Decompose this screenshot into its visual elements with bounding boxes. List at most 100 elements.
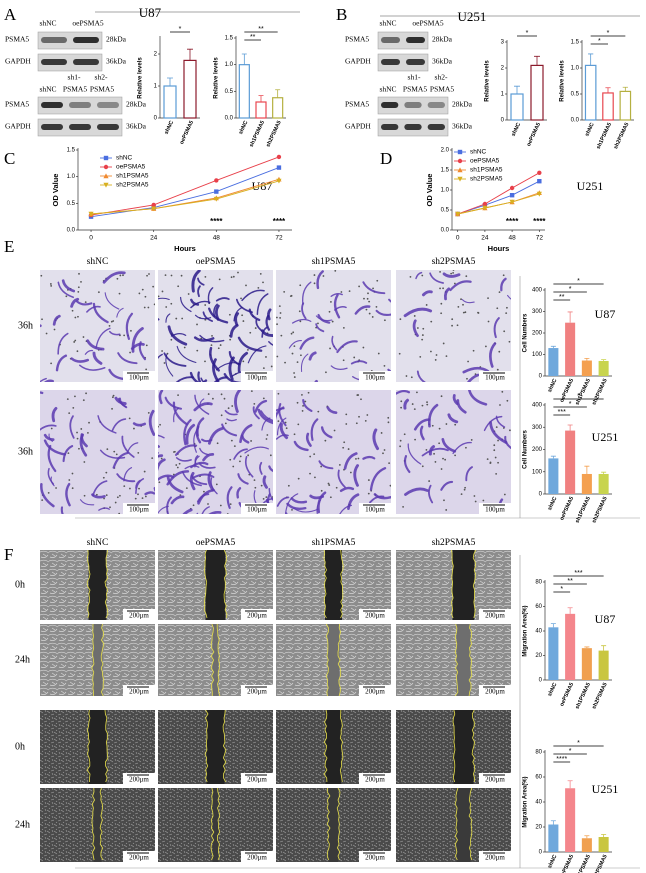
pore: [181, 317, 184, 320]
blot-strip: [37, 96, 123, 115]
wound-edge: [203, 550, 208, 619]
lane-label: sh1-: [68, 73, 81, 82]
pore: [493, 444, 496, 447]
pore: [116, 496, 119, 499]
cell: [305, 432, 312, 447]
bar: [581, 473, 592, 494]
pore: [145, 344, 148, 347]
pore: [428, 480, 431, 482]
cell: [260, 410, 273, 422]
pore: [153, 303, 155, 306]
legend-marker: [457, 167, 463, 173]
pore: [257, 286, 260, 289]
pore: [74, 339, 77, 342]
pore: [501, 390, 504, 393]
cell: [179, 296, 192, 313]
x-tick-label: sh2PSMA5: [591, 854, 608, 873]
pore: [240, 297, 242, 300]
pore: [498, 350, 501, 353]
pore: [77, 286, 80, 289]
cell: [413, 418, 431, 431]
pore: [88, 421, 90, 424]
cell: [339, 504, 353, 514]
pore: [204, 304, 207, 306]
x-tick-label: shNC: [584, 122, 596, 138]
cell: [86, 339, 105, 351]
cell: [209, 346, 220, 372]
cell: [343, 452, 358, 470]
pore: [409, 275, 412, 278]
pore: [219, 344, 222, 346]
cell: [86, 305, 101, 313]
bar: [598, 473, 609, 494]
error-bar: [601, 834, 607, 837]
pore: [421, 404, 424, 407]
pore: [241, 314, 244, 317]
scale-bar-label: 200μm: [365, 776, 385, 784]
cell: [461, 299, 475, 304]
wound-edge: [336, 788, 341, 861]
scale-bar-bg: [479, 371, 511, 382]
pore: [403, 433, 406, 436]
y-tick-label: 0.0: [441, 228, 450, 234]
cell: [489, 421, 508, 444]
scale-bar-bg: [479, 685, 511, 696]
pore: [291, 352, 294, 355]
pore: [313, 274, 316, 276]
pore: [224, 422, 227, 425]
pore: [355, 422, 358, 425]
pore: [440, 312, 443, 315]
pore: [292, 331, 295, 334]
scale-bar-label: 200μm: [485, 854, 505, 862]
cell: [202, 452, 215, 462]
cell: [421, 447, 449, 457]
cell: [276, 417, 287, 436]
cell: [201, 438, 213, 443]
significance-label: ****: [556, 756, 567, 763]
cell: [419, 425, 425, 441]
cell: [256, 293, 269, 315]
x-tick-label: 72: [536, 235, 544, 242]
pore: [389, 484, 391, 487]
micrograph: 200μm: [40, 710, 155, 784]
cell: [175, 457, 192, 462]
y-tick-label: 20: [535, 653, 542, 659]
cell: [165, 313, 171, 323]
pore: [65, 295, 68, 298]
size-label: 28kDa: [106, 35, 127, 44]
marker: [509, 199, 515, 205]
pore: [399, 439, 402, 442]
pore: [137, 451, 140, 454]
significance-label: *: [569, 748, 572, 755]
cell: [158, 454, 164, 458]
cell: [467, 373, 480, 382]
cell: [201, 506, 210, 514]
error-bar: [550, 623, 556, 628]
error-bar: [258, 95, 264, 102]
pore: [329, 347, 331, 350]
wound-gap: [453, 710, 474, 784]
pore: [506, 306, 508, 309]
blot-band: [41, 102, 63, 108]
cell: [234, 312, 240, 326]
cell: [330, 365, 348, 371]
cell: [372, 428, 380, 451]
pore: [68, 479, 71, 481]
pore: [266, 434, 269, 436]
cell: [57, 281, 75, 299]
pore: [357, 394, 360, 396]
pore: [293, 345, 296, 348]
cell: [108, 368, 125, 381]
cell: [362, 455, 376, 460]
y-tick-label: 1.0: [225, 62, 234, 68]
marker: [213, 196, 219, 202]
pore: [242, 360, 245, 363]
cell: [92, 302, 109, 324]
pore: [445, 509, 448, 511]
significance-label: **: [250, 34, 256, 41]
scale-bar-bg: [123, 371, 155, 382]
scale-bar-label: 100μm: [365, 374, 385, 382]
pore: [334, 270, 337, 272]
y-tick-label: 80: [535, 580, 542, 586]
y-tick-label: 1.5: [571, 40, 580, 46]
